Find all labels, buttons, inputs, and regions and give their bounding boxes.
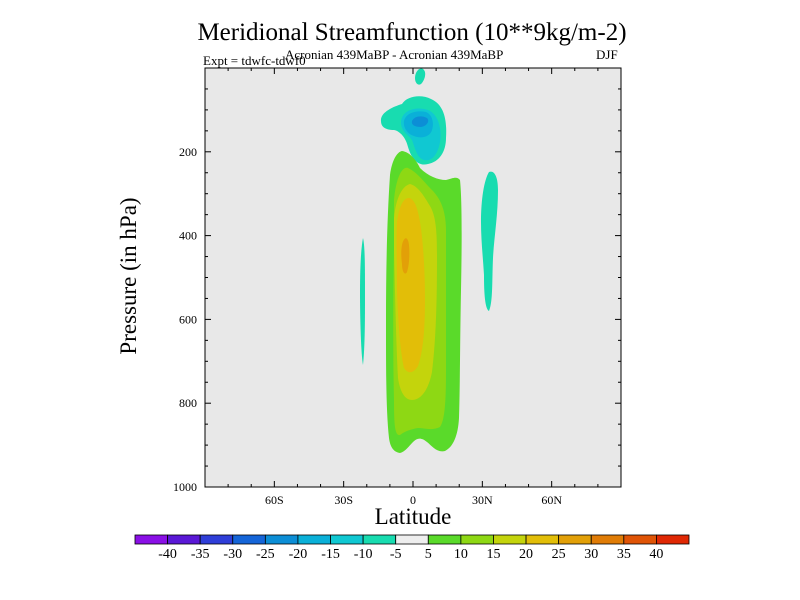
colorbar-label: -20 — [289, 547, 308, 562]
colorbar-label: 35 — [617, 547, 631, 562]
x-tick-label: 60N — [541, 493, 562, 507]
y-tick-label: 1000 — [173, 480, 197, 494]
colorbar-swatch — [330, 534, 364, 545]
colorbar-swatch — [525, 534, 560, 545]
upper-cell-level-minus20 — [411, 116, 429, 127]
colorbar-swatch — [167, 534, 201, 545]
experiment-annotation: Expt = tdwfc-tdwf0 — [203, 53, 306, 68]
y-axis-label: Pressure (in hPa) — [116, 197, 141, 354]
colorbar-swatch — [395, 534, 429, 545]
colorbar-label: 25 — [552, 547, 566, 562]
negative-sliver-north — [481, 171, 498, 311]
colorbar-swatch — [199, 534, 234, 545]
colorbar — [134, 534, 690, 545]
colorbar-swatch — [623, 534, 657, 545]
chart-subtitle: Acronian 439MaBP - Acronian 439MaBP — [285, 47, 504, 62]
colorbar-swatch — [134, 534, 168, 545]
colorbar-label: 30 — [584, 547, 598, 562]
y-tick-labels: 200 400 600 800 1000 — [173, 145, 197, 494]
colorbar-labels: -40 -35 -30 -25 -20 -15 -10 -5 5 10 15 20 25 30 35 40 — [158, 547, 663, 562]
chart-title: Meridional Streamfunction (10**9kg/m-2) — [197, 19, 627, 46]
colorbar-swatch — [493, 534, 527, 545]
x-tick-label: 30S — [334, 493, 353, 507]
season-annotation: DJF — [596, 47, 618, 62]
colorbar-label: 10 — [454, 547, 468, 562]
colorbar-label: -30 — [223, 547, 242, 562]
colorbar-label: -10 — [354, 547, 373, 562]
main-cell-level-25 — [401, 238, 410, 274]
y-tick-label: 600 — [179, 312, 197, 326]
negative-cell-upper — [380, 68, 447, 165]
colorbar-label: -35 — [191, 547, 210, 562]
y-tick-label: 400 — [179, 229, 197, 243]
colorbar-swatch — [427, 534, 462, 545]
x-tick-labels: 60S 30S 0 30N 60N — [265, 493, 562, 507]
x-tick-label: 30N — [472, 493, 493, 507]
y-tick-label: 200 — [179, 145, 197, 159]
negative-sliver-south — [360, 238, 365, 365]
colorbar-label: -15 — [321, 547, 340, 562]
colorbar-label: 15 — [486, 547, 500, 562]
x-axis-label: Latitude — [375, 504, 452, 529]
colorbar-swatch — [656, 534, 690, 545]
colorbar-label: 40 — [649, 547, 663, 562]
positive-cell-main — [386, 151, 462, 453]
upper-cell-top-blob — [415, 68, 426, 85]
colorbar-label: 20 — [519, 547, 533, 562]
y-tick-label: 800 — [179, 396, 197, 410]
axes-ticks — [205, 68, 621, 488]
colorbar-swatch — [362, 534, 397, 545]
colorbar-label: -40 — [158, 547, 177, 562]
colorbar-label: -25 — [256, 547, 275, 562]
colorbar-swatch — [460, 534, 494, 545]
colorbar-label: -5 — [390, 547, 402, 562]
colorbar-swatch — [558, 534, 592, 545]
x-tick-label: 60S — [265, 493, 284, 507]
colorbar-label: 5 — [425, 547, 432, 562]
colorbar-swatch — [264, 534, 299, 545]
colorbar-swatch — [590, 534, 625, 545]
colorbar-swatch — [297, 534, 331, 545]
colorbar-swatch — [232, 534, 266, 545]
x-tick-label: 0 — [410, 493, 416, 507]
